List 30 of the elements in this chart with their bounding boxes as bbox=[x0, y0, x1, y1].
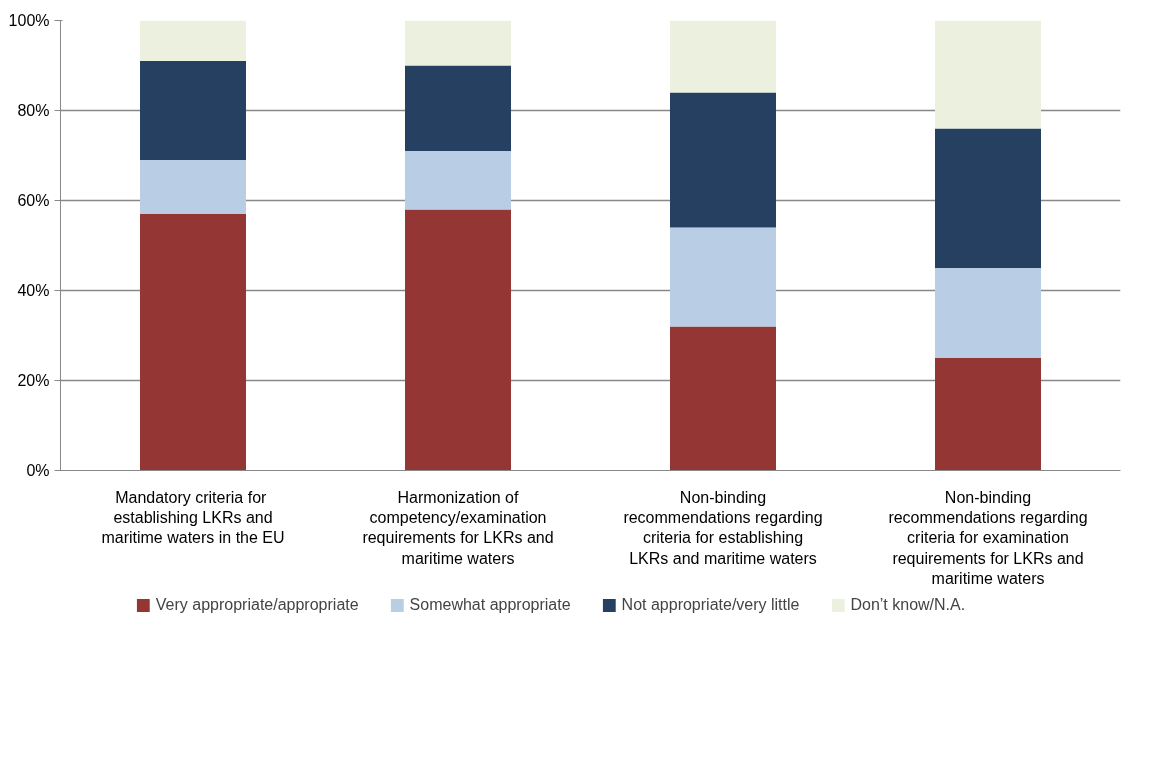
y-tick-label: 0% bbox=[26, 462, 50, 479]
bar bbox=[935, 268, 1041, 358]
x-tick-label: Non-binding recommendations regarding criteria for examination requirements for LKRs and maritime waters bbox=[888, 488, 1088, 588]
legend-label: Very appropriate/appropriate bbox=[155, 596, 359, 614]
bar bbox=[935, 20, 1041, 129]
bar bbox=[140, 214, 246, 471]
bar bbox=[405, 209, 511, 471]
bar bbox=[670, 20, 776, 93]
bar bbox=[405, 151, 511, 210]
bar bbox=[140, 20, 246, 61]
x-tick-label: Mandatory criteria for establishing LKRs and maritime waters in the EU bbox=[101, 488, 285, 547]
y-tick-label: 80% bbox=[17, 102, 50, 119]
bar bbox=[405, 20, 511, 66]
y-tick-label: 40% bbox=[17, 282, 50, 299]
x-tick-label: Non-binding recommendations regarding criteria for establishing LKRs and maritime waters bbox=[623, 488, 823, 567]
bar bbox=[670, 326, 776, 471]
bar bbox=[935, 358, 1041, 471]
legend-label: Don’t know/N.A. bbox=[850, 596, 966, 614]
legend-label: Not appropriate/very little bbox=[621, 596, 800, 614]
bar bbox=[670, 227, 776, 327]
bar bbox=[405, 65, 511, 151]
y-tick-label: 60% bbox=[17, 192, 50, 209]
bar bbox=[140, 160, 246, 214]
legend-label: Somewhat appropriate bbox=[409, 596, 571, 614]
bar bbox=[670, 92, 776, 228]
bar bbox=[140, 61, 246, 160]
bar bbox=[935, 128, 1041, 268]
y-tick-label: 100% bbox=[8, 12, 50, 29]
x-tick-label: Harmonization of competency/examination requirements for LKRs and maritime waters bbox=[362, 488, 554, 567]
y-tick-label: 20% bbox=[17, 372, 50, 389]
